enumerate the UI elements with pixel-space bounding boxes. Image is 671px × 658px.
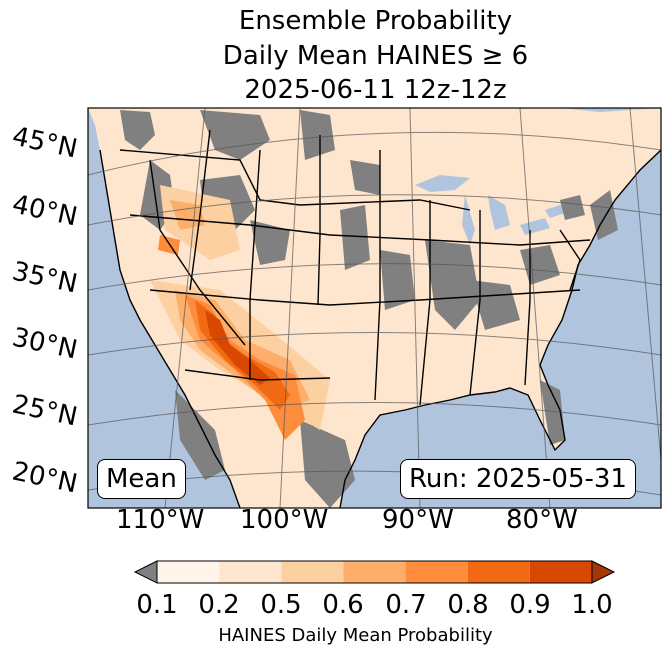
colorbar-tick-4: 0.7: [385, 590, 427, 620]
title-line-1: Ensemble Probability: [238, 6, 513, 36]
mean-label-box: Mean: [97, 459, 186, 499]
colorbar-over-arrow: [591, 560, 616, 584]
colorbar-segment-0: [157, 561, 220, 583]
coastline: [99, 149, 661, 508]
title-line-2: Daily Mean HAINES ≥ 6: [222, 41, 529, 71]
colorbar-tick-0: 0.1: [136, 590, 178, 620]
colorbar-tick-2: 0.5: [260, 590, 302, 620]
colorbar-segment-2: [281, 561, 344, 583]
colorbar-segment-5: [467, 561, 530, 583]
colorbar-tick-6: 0.9: [509, 590, 551, 620]
lon-label-100: 100°W: [240, 505, 329, 535]
colorbar-tick-3: 0.6: [322, 590, 364, 620]
colorbar-tick-1: 0.2: [198, 590, 240, 620]
colorbar-segment-6: [529, 561, 592, 583]
lon-label-110: 110°W: [116, 505, 205, 535]
map-frame: [87, 107, 662, 509]
state-borders: [119, 129, 591, 406]
graticule: [88, 108, 661, 508]
colorbar-outline: [156, 560, 593, 584]
colorbar-tick-7: 1.0: [571, 590, 613, 620]
colorbar-under-arrow: [133, 560, 158, 584]
missing-data-regions: [120, 110, 618, 508]
great-lakes: [415, 175, 580, 245]
lon-label-90: 90°W: [382, 505, 454, 535]
run-date-box: Run: 2025-05-31: [400, 459, 636, 499]
colorbar-segment-1: [219, 561, 282, 583]
colorbar-tick-5: 0.8: [447, 590, 489, 620]
lon-label-80: 80°W: [506, 505, 578, 535]
colorbar-segment-3: [343, 561, 406, 583]
colorbar-label: HAINES Daily Mean Probability: [218, 625, 493, 646]
title-line-3: 2025-06-11 12z-12z: [244, 75, 507, 105]
colorbar-segment-4: [405, 561, 468, 583]
